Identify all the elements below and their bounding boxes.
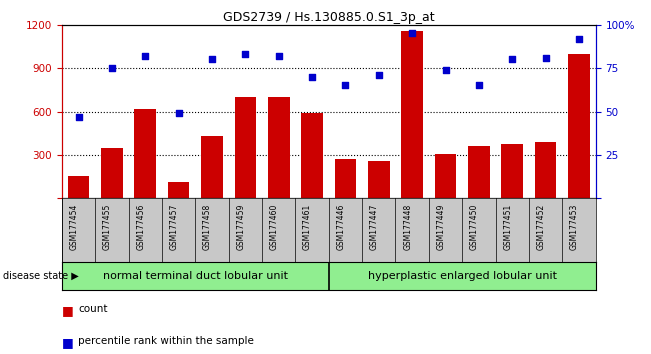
- Point: [474, 82, 484, 88]
- Point: [107, 65, 117, 71]
- Text: GSM177451: GSM177451: [503, 203, 512, 250]
- Text: GSM177457: GSM177457: [170, 203, 178, 250]
- Bar: [335, 159, 356, 198]
- Point: [207, 57, 217, 62]
- Point: [173, 110, 184, 116]
- Bar: [168, 182, 189, 198]
- Text: GSM177459: GSM177459: [236, 203, 245, 250]
- Text: GSM177452: GSM177452: [536, 203, 546, 250]
- Bar: [301, 113, 323, 198]
- Bar: [368, 161, 390, 198]
- Text: GSM177446: GSM177446: [337, 203, 346, 250]
- Text: GSM177448: GSM177448: [403, 203, 412, 250]
- Bar: [68, 176, 89, 198]
- Point: [440, 67, 450, 73]
- Point: [540, 55, 551, 61]
- Bar: [268, 97, 290, 198]
- Text: GSM177447: GSM177447: [370, 203, 379, 250]
- Text: ■: ■: [62, 304, 74, 318]
- Bar: [234, 97, 256, 198]
- Text: GSM177450: GSM177450: [470, 203, 479, 250]
- Point: [307, 74, 317, 80]
- Point: [140, 53, 150, 59]
- Text: count: count: [78, 304, 107, 314]
- Text: disease state ▶: disease state ▶: [3, 271, 79, 281]
- Text: hyperplastic enlarged lobular unit: hyperplastic enlarged lobular unit: [368, 271, 557, 281]
- Text: ■: ■: [62, 336, 74, 349]
- Bar: [134, 109, 156, 198]
- Text: normal terminal duct lobular unit: normal terminal duct lobular unit: [103, 271, 288, 281]
- Point: [374, 72, 384, 78]
- Text: GSM177454: GSM177454: [70, 203, 79, 250]
- Bar: [534, 142, 557, 198]
- Bar: [568, 54, 590, 198]
- Bar: [401, 30, 423, 198]
- Title: GDS2739 / Hs.130885.0.S1_3p_at: GDS2739 / Hs.130885.0.S1_3p_at: [223, 11, 435, 24]
- Bar: [468, 146, 490, 198]
- Text: GSM177449: GSM177449: [437, 203, 445, 250]
- Text: percentile rank within the sample: percentile rank within the sample: [78, 336, 254, 346]
- Bar: [101, 148, 123, 198]
- Bar: [201, 136, 223, 198]
- Point: [74, 114, 84, 120]
- Text: GSM177458: GSM177458: [203, 203, 212, 250]
- Bar: [435, 154, 456, 198]
- Text: GSM177453: GSM177453: [570, 203, 579, 250]
- Point: [407, 30, 417, 36]
- Point: [340, 82, 351, 88]
- Bar: [501, 144, 523, 198]
- Text: GSM177455: GSM177455: [103, 203, 112, 250]
- Point: [574, 36, 584, 41]
- Text: GSM177461: GSM177461: [303, 203, 312, 250]
- Text: GSM177456: GSM177456: [136, 203, 145, 250]
- Point: [240, 51, 251, 57]
- Point: [507, 57, 518, 62]
- Text: GSM177460: GSM177460: [270, 203, 279, 250]
- Point: [273, 53, 284, 59]
